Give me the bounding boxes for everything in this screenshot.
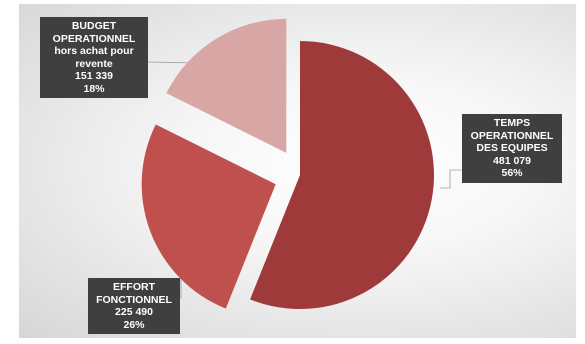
data-label-temps-line-2: OPERATIONNEL bbox=[470, 129, 554, 142]
data-label-effort-line-1: EFFORT bbox=[113, 281, 155, 293]
data-label-budget-value: 151 339 bbox=[75, 70, 113, 82]
data-label-budget: BUDGET OPERATIONNEL hors achat pour reve… bbox=[40, 17, 148, 98]
data-label-budget-line-1: BUDGET bbox=[71, 20, 117, 32]
data-label-budget-percent: 18% bbox=[83, 82, 105, 95]
data-label-budget-line-2: OPERATIONNEL bbox=[52, 32, 136, 45]
data-label-budget-line-3: hors achat pour bbox=[54, 45, 134, 57]
data-label-temps-percent: 56% bbox=[501, 167, 523, 179]
pie-slices bbox=[141, 18, 435, 309]
data-label-effort: EFFORT FONCTIONNEL 225 490 26% bbox=[88, 278, 180, 334]
pie-slice-budget bbox=[166, 18, 287, 153]
leader-line-temps bbox=[440, 169, 462, 189]
data-label-temps: TEMPS OPERATIONNEL DES EQUIPES 481 079 5… bbox=[462, 114, 562, 183]
data-label-temps-value: 481 079 bbox=[493, 154, 531, 167]
pie-slice-effort bbox=[141, 124, 276, 309]
data-label-effort-line-2: FONCTIONNEL bbox=[96, 293, 172, 306]
data-label-effort-percent: 26% bbox=[123, 318, 145, 331]
data-label-effort-value: 225 490 bbox=[115, 306, 153, 318]
data-label-temps-line-1: TEMPS bbox=[493, 117, 531, 129]
data-label-budget-line-4: revente bbox=[75, 57, 113, 70]
data-label-temps-line-3: DES EQUIPES bbox=[476, 142, 548, 154]
pie-slice-temps bbox=[250, 41, 435, 309]
